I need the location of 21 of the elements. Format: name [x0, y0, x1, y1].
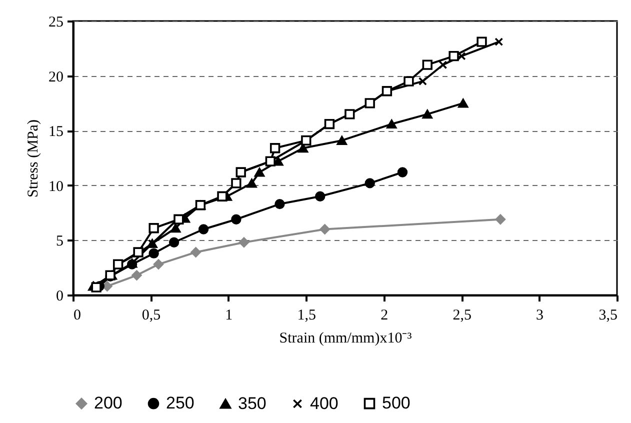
x-tick-label: 2,5 [452, 308, 472, 324]
x-axis-title: Strain (mm/mm)x10⁻³ [279, 330, 412, 346]
x-tick-label: 3,5 [598, 308, 618, 324]
x-tick-label: 0,5 [142, 308, 161, 324]
x-tick-label: 2 [380, 308, 388, 324]
legend-label: 400 [310, 394, 338, 413]
y-tick-label: 5 [56, 234, 64, 250]
legend-label: 350 [238, 394, 266, 413]
x-tick-label: 1 [225, 308, 233, 324]
x-tick-label: 1,5 [297, 308, 316, 324]
x-tick-label: 3 [536, 308, 544, 324]
y-tick-label: 0 [56, 288, 64, 304]
legend-label: 250 [166, 394, 194, 413]
legend-label: 200 [94, 394, 122, 413]
y-tick-label: 20 [48, 69, 64, 86]
y-axis-title: Stress (MPa) [26, 120, 42, 198]
y-tick-label: 15 [48, 124, 64, 140]
legend-label: 500 [382, 394, 410, 413]
x-tick-label: 0 [74, 308, 81, 324]
y-tick-label: 10 [48, 178, 64, 195]
y-tick-label: 25 [48, 14, 64, 30]
